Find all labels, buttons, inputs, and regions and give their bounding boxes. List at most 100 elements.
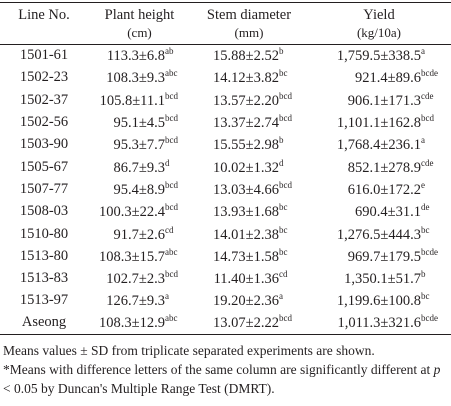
line-cell: 1510-80 bbox=[19, 225, 69, 242]
header-label: Plant height bbox=[104, 7, 175, 23]
cell-superscript: cde bbox=[421, 157, 434, 168]
cell-value: 969.7±179.5 bbox=[347, 248, 421, 265]
cell-value: 95.4±8.9 bbox=[113, 181, 165, 198]
table-header: Line No. Plant height (cm) Stem diameter (… bbox=[0, 2, 451, 45]
line-cell: 1501-61 bbox=[19, 47, 69, 64]
cell-value: 1,759.5±338.5 bbox=[336, 48, 421, 65]
cell-superscript: bc bbox=[279, 68, 288, 79]
value-cell: 1,350.1±51.7b bbox=[307, 267, 451, 289]
footnote-text: *Means with difference letters of the sa… bbox=[3, 361, 434, 377]
cell-value: 108.3±15.7 bbox=[99, 248, 165, 265]
value-cell: 852.1±278.9cde bbox=[307, 156, 451, 178]
line-cell: 1502-37 bbox=[19, 91, 69, 108]
cell-superscript: cde bbox=[421, 90, 434, 101]
line-cell: 1502-56 bbox=[19, 114, 69, 131]
cell-superscript: e bbox=[421, 179, 425, 190]
cell-value: 19.20±2.36 bbox=[213, 293, 279, 310]
cell-value: 13.57±2.20 bbox=[213, 92, 279, 109]
cell-value: 14.12±3.82 bbox=[213, 70, 279, 87]
header-label: Yield bbox=[363, 7, 395, 23]
value-cell: 1,101.1±162.8bcd bbox=[307, 111, 451, 133]
header-label: Line No. bbox=[18, 7, 70, 23]
header-unit: (mm) bbox=[234, 25, 264, 40]
value-cell: 616.0±172.2e bbox=[307, 178, 451, 200]
value-cell: 13.93±1.68bc bbox=[191, 201, 307, 223]
header-unit: (kg/10a) bbox=[356, 25, 402, 40]
value-cell: 105.8±11.1bcd bbox=[88, 89, 191, 111]
table-row: 1508-03 100.3±22.4bcd 13.93±1.68bc 690.4±31… bbox=[0, 201, 451, 223]
cell-value: 15.88±2.52 bbox=[213, 48, 279, 65]
value-cell: 100.3±22.4bcd bbox=[88, 201, 191, 223]
line-cell: 1513-83 bbox=[19, 270, 69, 287]
cell-value: 10.02±1.32 bbox=[213, 159, 279, 176]
cell-superscript: bcd bbox=[165, 90, 178, 101]
cell-value: 1,199.6±100.8 bbox=[336, 293, 421, 310]
value-cell: 15.55±2.98b bbox=[191, 134, 307, 156]
value-cell: 108.3±9.3abc bbox=[88, 67, 191, 89]
value-cell: 108.3±12.9abc bbox=[88, 312, 191, 334]
cell-value: 95.3±7.7 bbox=[113, 137, 165, 154]
cell-superscript: ab bbox=[165, 46, 174, 57]
cell-superscript: bc bbox=[279, 202, 288, 213]
value-cell: 690.4±31.1de bbox=[307, 201, 451, 223]
cell-value: 13.03±4.66 bbox=[213, 181, 279, 198]
cell-superscript: bc bbox=[421, 291, 430, 302]
cell-value: 15.55±2.98 bbox=[213, 137, 279, 154]
cell-value: 852.1±278.9 bbox=[347, 159, 421, 176]
cell-superscript: cd bbox=[165, 224, 174, 235]
table-row: 1505-67 86.7±9.3d 10.02±1.32d 852.1±278.9cd… bbox=[0, 156, 451, 178]
value-cell: 10.02±1.32d bbox=[191, 156, 307, 178]
cell-value: 100.3±22.4 bbox=[99, 204, 165, 221]
line-cell: 1508-03 bbox=[19, 203, 69, 220]
cell-superscript: cd bbox=[279, 269, 288, 280]
value-cell: 1,199.6±100.8bc bbox=[307, 290, 451, 312]
value-cell: 11.40±1.36cd bbox=[191, 267, 307, 289]
value-cell: 1,768.4±236.1a bbox=[307, 134, 451, 156]
footnote: *Means with difference letters of the sa… bbox=[3, 360, 451, 398]
line-cell: 1503-90 bbox=[19, 136, 69, 153]
value-cell: 108.3±15.7abc bbox=[88, 245, 191, 267]
line-cell: 1505-67 bbox=[19, 158, 69, 175]
value-cell: 15.88±2.52b bbox=[191, 45, 307, 67]
cell-value: 1,768.4±236.1 bbox=[336, 137, 421, 154]
cell-value: 690.4±31.1 bbox=[355, 204, 421, 221]
line-cell: 1513-97 bbox=[19, 292, 69, 309]
table-row: 1501-61 113.3±6.8ab 15.88±2.52b 1,759.5±338… bbox=[0, 45, 451, 67]
cell-value: 616.0±172.2 bbox=[347, 181, 421, 198]
cell-superscript: b bbox=[279, 135, 284, 146]
line-cell: Aseong bbox=[21, 314, 67, 331]
table-row: Aseong 108.3±12.9abc 13.07±2.22bcd 1,011.3±… bbox=[0, 312, 451, 335]
value-cell: 95.1±4.5bcd bbox=[88, 111, 191, 133]
header-cell: Yield (kg/10a) bbox=[307, 3, 451, 45]
cell-superscript: d bbox=[165, 157, 170, 168]
cell-superscript: bcd bbox=[421, 113, 434, 124]
table-row: 1502-56 95.1±4.5bcd 13.37±2.74bcd 1,101.1±1… bbox=[0, 111, 451, 133]
cell-superscript: a bbox=[165, 291, 169, 302]
cell-superscript: bcd bbox=[165, 202, 178, 213]
header-cell: Plant height (cm) bbox=[88, 3, 191, 45]
cell-superscript: b bbox=[421, 269, 426, 280]
cell-value: 921.4±89.6 bbox=[355, 70, 421, 87]
cell-value: 1,276.5±444.3 bbox=[336, 226, 421, 243]
cell-superscript: bcd bbox=[165, 113, 178, 124]
cell-value: 108.3±9.3 bbox=[106, 70, 165, 87]
value-cell: 113.3±6.8ab bbox=[88, 45, 191, 67]
value-cell: 906.1±171.3cde bbox=[307, 89, 451, 111]
cell-value: 1,011.3±321.6 bbox=[337, 315, 421, 332]
cell-superscript: bcde bbox=[421, 246, 438, 257]
value-cell: 126.7±9.3a bbox=[88, 290, 191, 312]
cell-superscript: bcd bbox=[165, 135, 178, 146]
footnote-text: < 0.05 by Duncan's Multiple Range Test (… bbox=[3, 380, 275, 396]
cell-superscript: bcde bbox=[421, 313, 438, 324]
cell-superscript: d bbox=[279, 157, 284, 168]
value-cell: 86.7±9.3d bbox=[88, 156, 191, 178]
table-row: 1503-90 95.3±7.7bcd 15.55±2.98b 1,768.4±236… bbox=[0, 134, 451, 156]
cell-value: 108.3±12.9 bbox=[99, 315, 165, 332]
footnote-variable: p bbox=[433, 361, 441, 377]
cell-value: 95.1±4.5 bbox=[113, 115, 165, 132]
value-cell: 19.20±2.36a bbox=[191, 290, 307, 312]
cell-value: 102.7±2.3 bbox=[106, 271, 165, 288]
table-row: 1502-37 105.8±11.1bcd 13.57±2.20 bcd 906.1±1… bbox=[0, 89, 451, 111]
table-row: 1510-80 91.7±2.6cd 14.01±2.38bc 1,276.5±444… bbox=[0, 223, 451, 245]
